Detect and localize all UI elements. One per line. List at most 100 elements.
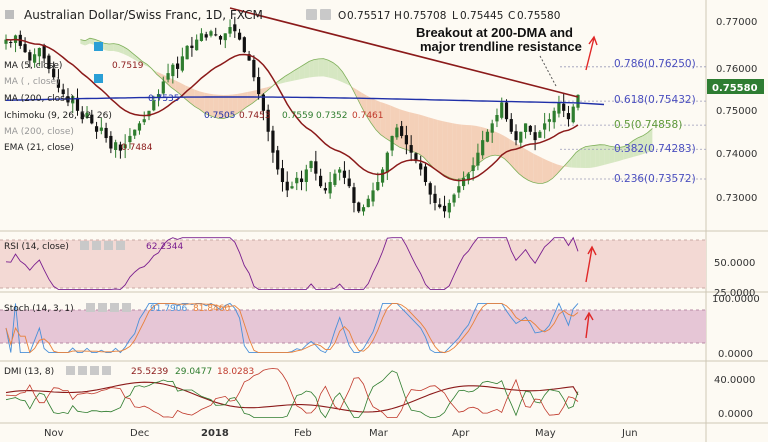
dmi-adx-value: 25.5239 [131, 367, 168, 377]
cloud-segment [223, 94, 229, 119]
candle-body [352, 187, 356, 203]
candle-body [266, 109, 270, 132]
red-arrows [584, 35, 598, 339]
cloud-segment [104, 43, 109, 52]
ma-settings-icon[interactable] [94, 42, 103, 51]
candle-body [457, 186, 461, 193]
cloud-segment [442, 121, 448, 177]
candle-body [80, 112, 84, 120]
candle-body [347, 178, 351, 187]
cloud-segment [595, 144, 600, 168]
candle-body [152, 100, 156, 111]
ichimoku-lead-a: 0.7352 [316, 111, 348, 121]
cloud-segment [280, 76, 286, 84]
cloud-segment [194, 89, 200, 110]
candle-body [504, 102, 509, 120]
candle-body [271, 130, 275, 153]
candle-body [247, 54, 251, 61]
candle-body [357, 202, 361, 212]
leading-span-a [80, 37, 653, 184]
candle-body [557, 102, 561, 114]
visibility-icon[interactable] [306, 9, 317, 20]
cloud-segment [509, 139, 515, 169]
low-value: 0.75445 [460, 10, 503, 22]
candle-body [409, 145, 413, 153]
candle-body [52, 68, 56, 78]
cloud-segment [128, 49, 133, 59]
stoch-visibility-icon [86, 303, 95, 312]
cloud-segment [175, 80, 181, 95]
candle-body [176, 63, 180, 69]
major-trendline[interactable] [229, 7, 579, 98]
ma200b-label[interactable]: MA (200, close) [4, 127, 74, 137]
cloud-segment [514, 141, 519, 174]
price-axis: 0.77000 0.76000 0.75000 0.74000 0.73000 [716, 17, 757, 204]
x-label-mar: Mar [369, 428, 389, 439]
x-label-feb: Feb [294, 428, 312, 439]
dmi-label[interactable]: DMI (13, 8) [4, 367, 54, 377]
ma-hidden-settings-icon[interactable] [94, 74, 103, 83]
candle-body [438, 204, 442, 208]
candle-body [257, 77, 261, 95]
stoch-tick-0: 0.0000 [718, 349, 753, 360]
candle-body [147, 110, 151, 117]
candle-body [218, 36, 223, 40]
x-label-may: May [535, 428, 556, 439]
candle-body [547, 119, 551, 122]
pane-toolbar-buttons[interactable] [66, 241, 131, 375]
candle-body [47, 55, 51, 69]
cloud-segment [156, 71, 162, 79]
cloud-segment [623, 144, 629, 160]
stoch-tick-100: 100.0000 [712, 294, 760, 305]
cloud-segment [542, 158, 548, 184]
x-label-nov: Nov [44, 428, 64, 439]
cloud-segment [304, 61, 310, 79]
ichimoku-label[interactable]: Ichimoku (9, 26, 52, 26) [4, 111, 112, 121]
cloud-segment [461, 124, 467, 179]
settings-icon[interactable] [320, 9, 331, 20]
cloud-segment [533, 153, 538, 184]
candle-body [118, 144, 122, 151]
annotation-pointer [539, 55, 557, 87]
price-badge: 0.75580 [707, 79, 764, 94]
candle-body [576, 94, 580, 108]
candle-body [447, 202, 451, 213]
ichimoku-base: 0.7453 [239, 111, 271, 121]
candle-body [371, 190, 375, 202]
cloud-segment [580, 146, 586, 168]
x-label-dec: Dec [130, 428, 149, 439]
time-axis: Nov Dec 2018 Feb Mar Apr May Jun [44, 428, 638, 439]
ma5-label[interactable]: MA (5, close) [4, 61, 62, 71]
cloud-segment [599, 144, 605, 166]
candle-body [476, 152, 480, 166]
candle-body [228, 27, 232, 34]
candle-body [566, 113, 571, 120]
cloud-segment [628, 140, 634, 159]
candle-body [280, 168, 285, 183]
candle-body [180, 56, 184, 71]
ma-hidden-label[interactable]: MA ( , close) [4, 77, 60, 87]
candle-body [361, 207, 366, 212]
ema21-value: 0.7484 [121, 143, 153, 153]
cloud-segment [471, 125, 476, 171]
candle-body [376, 182, 380, 191]
stoch-label[interactable]: Stoch (14, 3, 1) [4, 304, 74, 314]
arrow-up-icon [585, 35, 598, 71]
candle-body [562, 103, 566, 111]
stoch-band [0, 310, 706, 343]
candle-body [156, 94, 161, 98]
rsi-label[interactable]: RSI (14, close) [4, 242, 69, 252]
cloud-segment [609, 146, 615, 164]
cloud-segment [108, 43, 114, 52]
cloud-segment [466, 124, 472, 176]
candle-body [223, 33, 227, 41]
collapse-icon[interactable] [5, 10, 14, 19]
ema21-label[interactable]: EMA (21, close) [4, 143, 74, 153]
cloud-segment [495, 131, 500, 156]
candle-body [538, 131, 542, 138]
candle-body [99, 127, 103, 131]
ma200-label[interactable]: MA (200, close) [4, 94, 74, 104]
candle-body [423, 166, 428, 183]
candle-body [166, 73, 170, 80]
